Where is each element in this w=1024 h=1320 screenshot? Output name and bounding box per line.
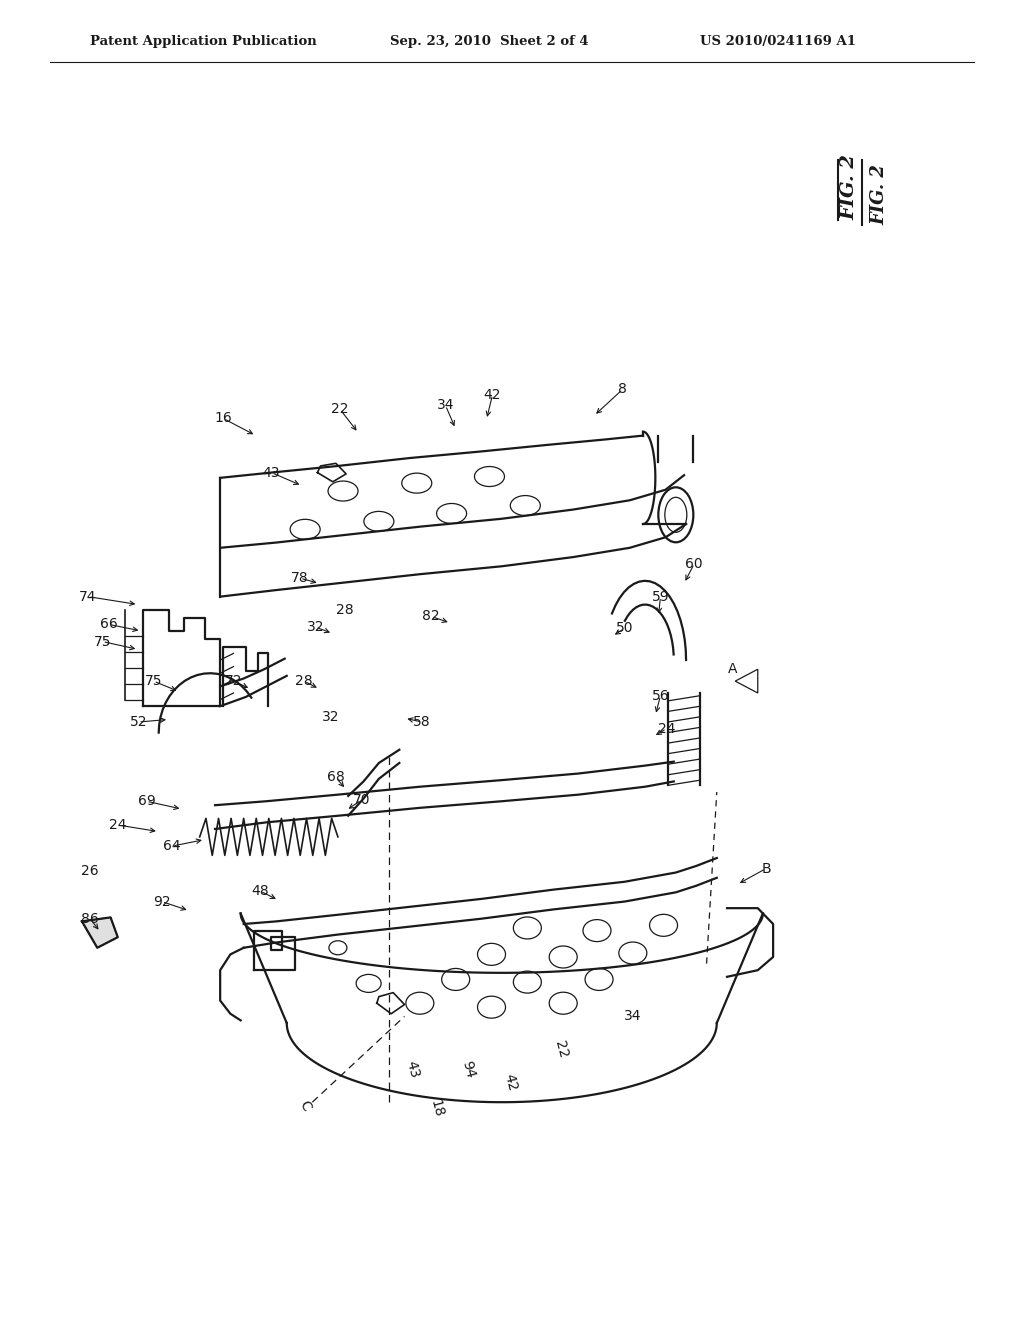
Text: 92: 92 <box>153 895 171 908</box>
Text: C: C <box>297 1098 313 1114</box>
Text: 22: 22 <box>552 1039 570 1060</box>
Text: 64: 64 <box>163 840 181 853</box>
Text: 43: 43 <box>403 1059 422 1080</box>
Text: 34: 34 <box>624 1010 642 1023</box>
Text: Sep. 23, 2010  Sheet 2 of 4: Sep. 23, 2010 Sheet 2 of 4 <box>390 36 589 48</box>
Text: 28: 28 <box>295 675 313 688</box>
Text: 66: 66 <box>99 618 118 631</box>
Text: 78: 78 <box>291 572 309 585</box>
Text: 52: 52 <box>129 715 147 729</box>
Text: 75: 75 <box>144 675 163 688</box>
Text: 16: 16 <box>214 412 232 425</box>
Text: A: A <box>727 663 737 676</box>
Text: 94: 94 <box>459 1059 477 1080</box>
Text: 75: 75 <box>93 635 112 648</box>
Text: 70: 70 <box>352 793 371 807</box>
Text: 48: 48 <box>251 884 269 898</box>
Text: 42: 42 <box>483 388 502 401</box>
Text: 56: 56 <box>651 689 670 702</box>
Text: 18: 18 <box>427 1098 445 1119</box>
Text: 82: 82 <box>422 610 440 623</box>
Text: 74: 74 <box>79 590 97 603</box>
Text: 24: 24 <box>109 818 127 832</box>
Text: 68: 68 <box>327 771 345 784</box>
Text: FIG. 2: FIG. 2 <box>840 154 858 220</box>
Text: 86: 86 <box>81 912 99 925</box>
Text: 28: 28 <box>336 603 354 616</box>
Text: 42: 42 <box>501 1072 519 1093</box>
Text: 58: 58 <box>413 715 431 729</box>
Text: 24: 24 <box>657 722 676 735</box>
Text: 72: 72 <box>224 675 243 688</box>
Text: 8: 8 <box>618 383 627 396</box>
Text: 22: 22 <box>331 403 349 416</box>
Text: B: B <box>761 862 771 875</box>
Text: 32: 32 <box>322 710 340 723</box>
Text: 32: 32 <box>306 620 325 634</box>
Text: 43: 43 <box>262 466 281 479</box>
Text: Patent Application Publication: Patent Application Publication <box>90 36 316 48</box>
Text: 26: 26 <box>81 865 99 878</box>
Text: 69: 69 <box>137 795 156 808</box>
Text: 50: 50 <box>615 622 634 635</box>
Polygon shape <box>82 917 118 948</box>
Text: US 2010/0241169 A1: US 2010/0241169 A1 <box>700 36 856 48</box>
Text: FIG. 2: FIG. 2 <box>870 164 888 224</box>
Text: 59: 59 <box>651 590 670 603</box>
Text: 60: 60 <box>685 557 703 570</box>
Text: 34: 34 <box>436 399 455 412</box>
